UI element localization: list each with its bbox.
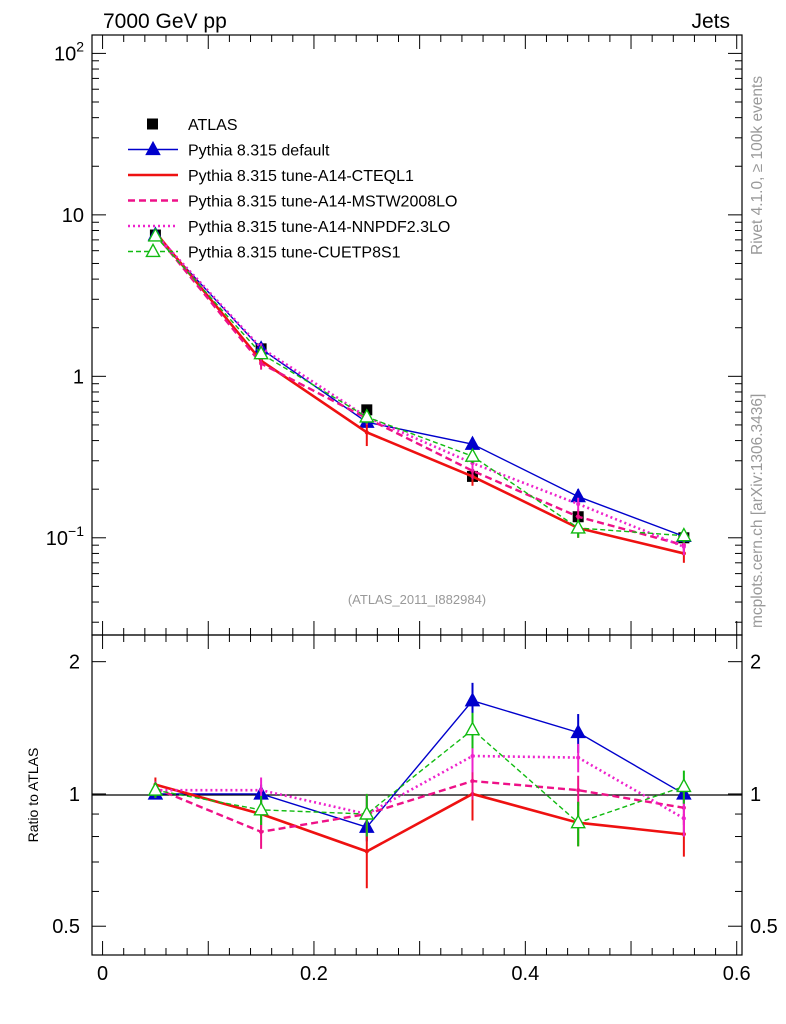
ratio-y-tick-label: 2 — [69, 652, 80, 674]
cteql1-line — [154, 231, 685, 555]
legend: ATLAS Pythia 8.315 default Pythia 8.315 tu… — [128, 117, 457, 262]
nnpdf-point — [576, 501, 581, 506]
mstw-line — [154, 779, 685, 834]
ratio-y-axis-label: Ratio to ATLAS — [25, 748, 41, 843]
ratio-series-group — [147, 682, 692, 889]
analysis-annotation: (ATLAS_2011_I882984) — [348, 592, 486, 607]
nnpdf-point — [681, 544, 686, 549]
main-panel: 10−1 1 10 102 (ATLAS_2011_I882984) ATLAS Pyt… — [46, 34, 743, 636]
default-marker — [570, 723, 586, 739]
cuetp-line — [154, 235, 684, 537]
mstw-point — [470, 779, 475, 784]
cteql1-line — [155, 783, 685, 853]
nnpdf-line — [154, 233, 685, 548]
rivet-label: Rivet 4.1.0, ≥ 100k events — [749, 76, 766, 255]
main-y-tick-label: 102 — [54, 38, 84, 65]
default-line — [154, 234, 685, 538]
x-tick-labels: 0 0.2 0.4 0.6 — [97, 963, 751, 985]
mstw-point — [576, 788, 581, 793]
main-x-ticks — [102, 35, 738, 635]
legend-cteql1-label: Pythia 8.315 tune-A14-CTEQL1 — [188, 168, 414, 185]
cuetp-marker — [253, 345, 269, 360]
x-tick-label: 0.2 — [300, 963, 328, 985]
ratio-y-ticks — [92, 661, 742, 927]
mcplots-label: mcplots.cern.ch [arXiv:1306.3436] — [749, 394, 766, 628]
x-tick-label: 0 — [97, 963, 108, 985]
cteql1-point — [364, 430, 369, 435]
legend-mstw-label: Pythia 8.315 tune-A14-MSTW2008LO — [188, 194, 457, 211]
main-y-tick-label: 10−1 — [46, 523, 84, 550]
mstw-line — [154, 233, 685, 547]
cuetp-marker — [147, 781, 164, 796]
legend-default-marker — [145, 140, 161, 156]
mstw-point — [576, 514, 581, 519]
main-y-tick-label: 10 — [62, 205, 84, 227]
cuetp-marker — [676, 527, 692, 542]
cuetp-marker — [464, 721, 481, 736]
header-right: Jets — [691, 10, 730, 33]
main-y-tick-labels: 10−1 1 10 102 — [46, 38, 84, 549]
header-left: 7000 GeV pp — [103, 10, 227, 33]
legend-atlas-swatch — [147, 118, 158, 130]
cuetp-marker — [359, 805, 375, 820]
ratio-y-tick-label: 0.5 — [52, 916, 80, 938]
default-line — [155, 699, 685, 829]
nnpdf-line — [155, 754, 685, 820]
cuetp-marker — [253, 801, 269, 816]
cuetp-marker — [570, 519, 586, 534]
nnpdf-point — [470, 753, 475, 758]
mstw-point — [259, 829, 264, 834]
legend-cuetp-marker — [145, 242, 161, 258]
cuetp-marker — [570, 814, 586, 829]
nnpdf-point — [681, 816, 686, 821]
nnpdf-point — [259, 788, 264, 793]
ratio-y-tick-label-right: 0.5 — [750, 916, 778, 938]
cuetp-marker — [676, 777, 692, 793]
main-y-tick-label: 1 — [73, 366, 84, 388]
ratio-y-tick-labels: 0.5 0.5 1 1 2 2 — [52, 652, 778, 939]
legend-nnpdf-label: Pythia 8.315 tune-A14-NNPDF2.3LO — [188, 219, 450, 236]
x-tick-label: 0.4 — [511, 963, 539, 985]
ratio-y-tick-label-right: 2 — [750, 652, 761, 674]
nnpdf-point — [576, 755, 581, 760]
cuetp-marker — [464, 447, 481, 462]
legend-cuetp-label: Pythia 8.315 tune-CUETP8S1 — [188, 245, 401, 262]
x-tick-label: 0.6 — [723, 963, 751, 985]
cuetp-marker — [147, 227, 164, 242]
ratio-x-ticks — [102, 635, 738, 955]
ratio-y-tick-label: 1 — [69, 784, 80, 806]
main-y-ticks — [92, 52, 742, 623]
mstw-point — [259, 361, 264, 366]
cuetp-marker — [359, 408, 375, 423]
ratio-panel: 0.5 0.5 1 1 2 2 0 0.2 0.4 0.6 Ratio to ATLAS — [25, 634, 778, 985]
cuetp-line — [155, 728, 685, 824]
cteql1-point — [364, 849, 369, 854]
ratio-y-tick-label-right: 1 — [750, 784, 761, 806]
legend-default-label: Pythia 8.315 default — [188, 143, 330, 160]
main-series-group — [147, 226, 692, 563]
legend-atlas-label: ATLAS — [188, 117, 238, 134]
default-marker — [464, 692, 481, 707]
